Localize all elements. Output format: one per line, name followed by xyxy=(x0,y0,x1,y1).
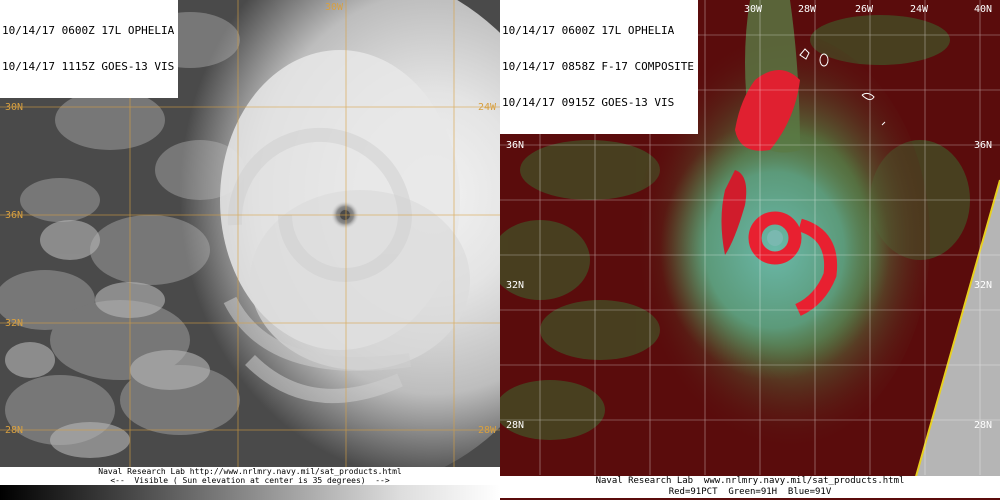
grayscale-legend-bar xyxy=(0,485,500,500)
lon-label: 30W xyxy=(325,2,344,13)
lon-label: 24W xyxy=(910,4,929,15)
footer-line: Red=91PCT Green=91H Blue=91V xyxy=(668,487,832,497)
lat-label: 30N xyxy=(5,102,24,113)
footer-line: <-- Visible ( Sun elevation at center is… xyxy=(110,476,390,485)
lat-label: 28N xyxy=(974,420,993,431)
composite-image-header: 10/14/17 0600Z 17L OPHELIA 10/14/17 0858… xyxy=(500,0,699,134)
visible-satellite-image xyxy=(0,0,500,500)
header-line: 10/14/17 0600Z 17L OPHELIA xyxy=(2,24,175,37)
header-line: 10/14/17 0600Z 17L OPHELIA xyxy=(502,24,675,37)
lat-label: 36N xyxy=(506,140,525,151)
visible-satellite-panel: 10/14/17 0600Z 17L OPHELIA 10/14/17 1115… xyxy=(0,0,500,500)
microwave-composite-panel: 10/14/17 0600Z 17L OPHELIA 10/14/17 0858… xyxy=(500,0,1000,500)
header-line: 10/14/17 0858Z F-17 COMPOSITE xyxy=(502,60,695,73)
lat-label: 28N xyxy=(5,425,24,436)
lon-label: 28W xyxy=(798,4,817,15)
lat-label: 32N xyxy=(506,280,525,291)
visible-image-footer: Naval Research Lab http://www.nrlmry.nav… xyxy=(0,467,500,485)
footer-line: Naval Research Lab www.nrlmry.navy.mil/s… xyxy=(595,476,905,486)
lat-label: 40N xyxy=(974,4,993,15)
lat-label: 28N xyxy=(506,420,525,431)
lat-label: 32N xyxy=(5,318,24,329)
lon-label: 28W xyxy=(478,425,497,436)
lon-label: 30W xyxy=(744,4,763,15)
lon-label: 24W xyxy=(478,102,497,113)
lat-label: 36N xyxy=(5,210,24,221)
lat-label: 32N xyxy=(974,280,993,291)
composite-image-footer: Naval Research Lab www.nrlmry.navy.mil/s… xyxy=(500,476,1000,498)
lon-label: 26W xyxy=(855,4,874,15)
header-line: 10/14/17 1115Z GOES-13 VIS xyxy=(2,60,175,73)
header-line: 10/14/17 0915Z GOES-13 VIS xyxy=(502,96,675,109)
visible-image-header: 10/14/17 0600Z 17L OPHELIA 10/14/17 1115… xyxy=(0,0,179,98)
footer-line: Naval Research Lab http://www.nrlmry.nav… xyxy=(98,467,402,476)
lat-label: 36N xyxy=(974,140,993,151)
